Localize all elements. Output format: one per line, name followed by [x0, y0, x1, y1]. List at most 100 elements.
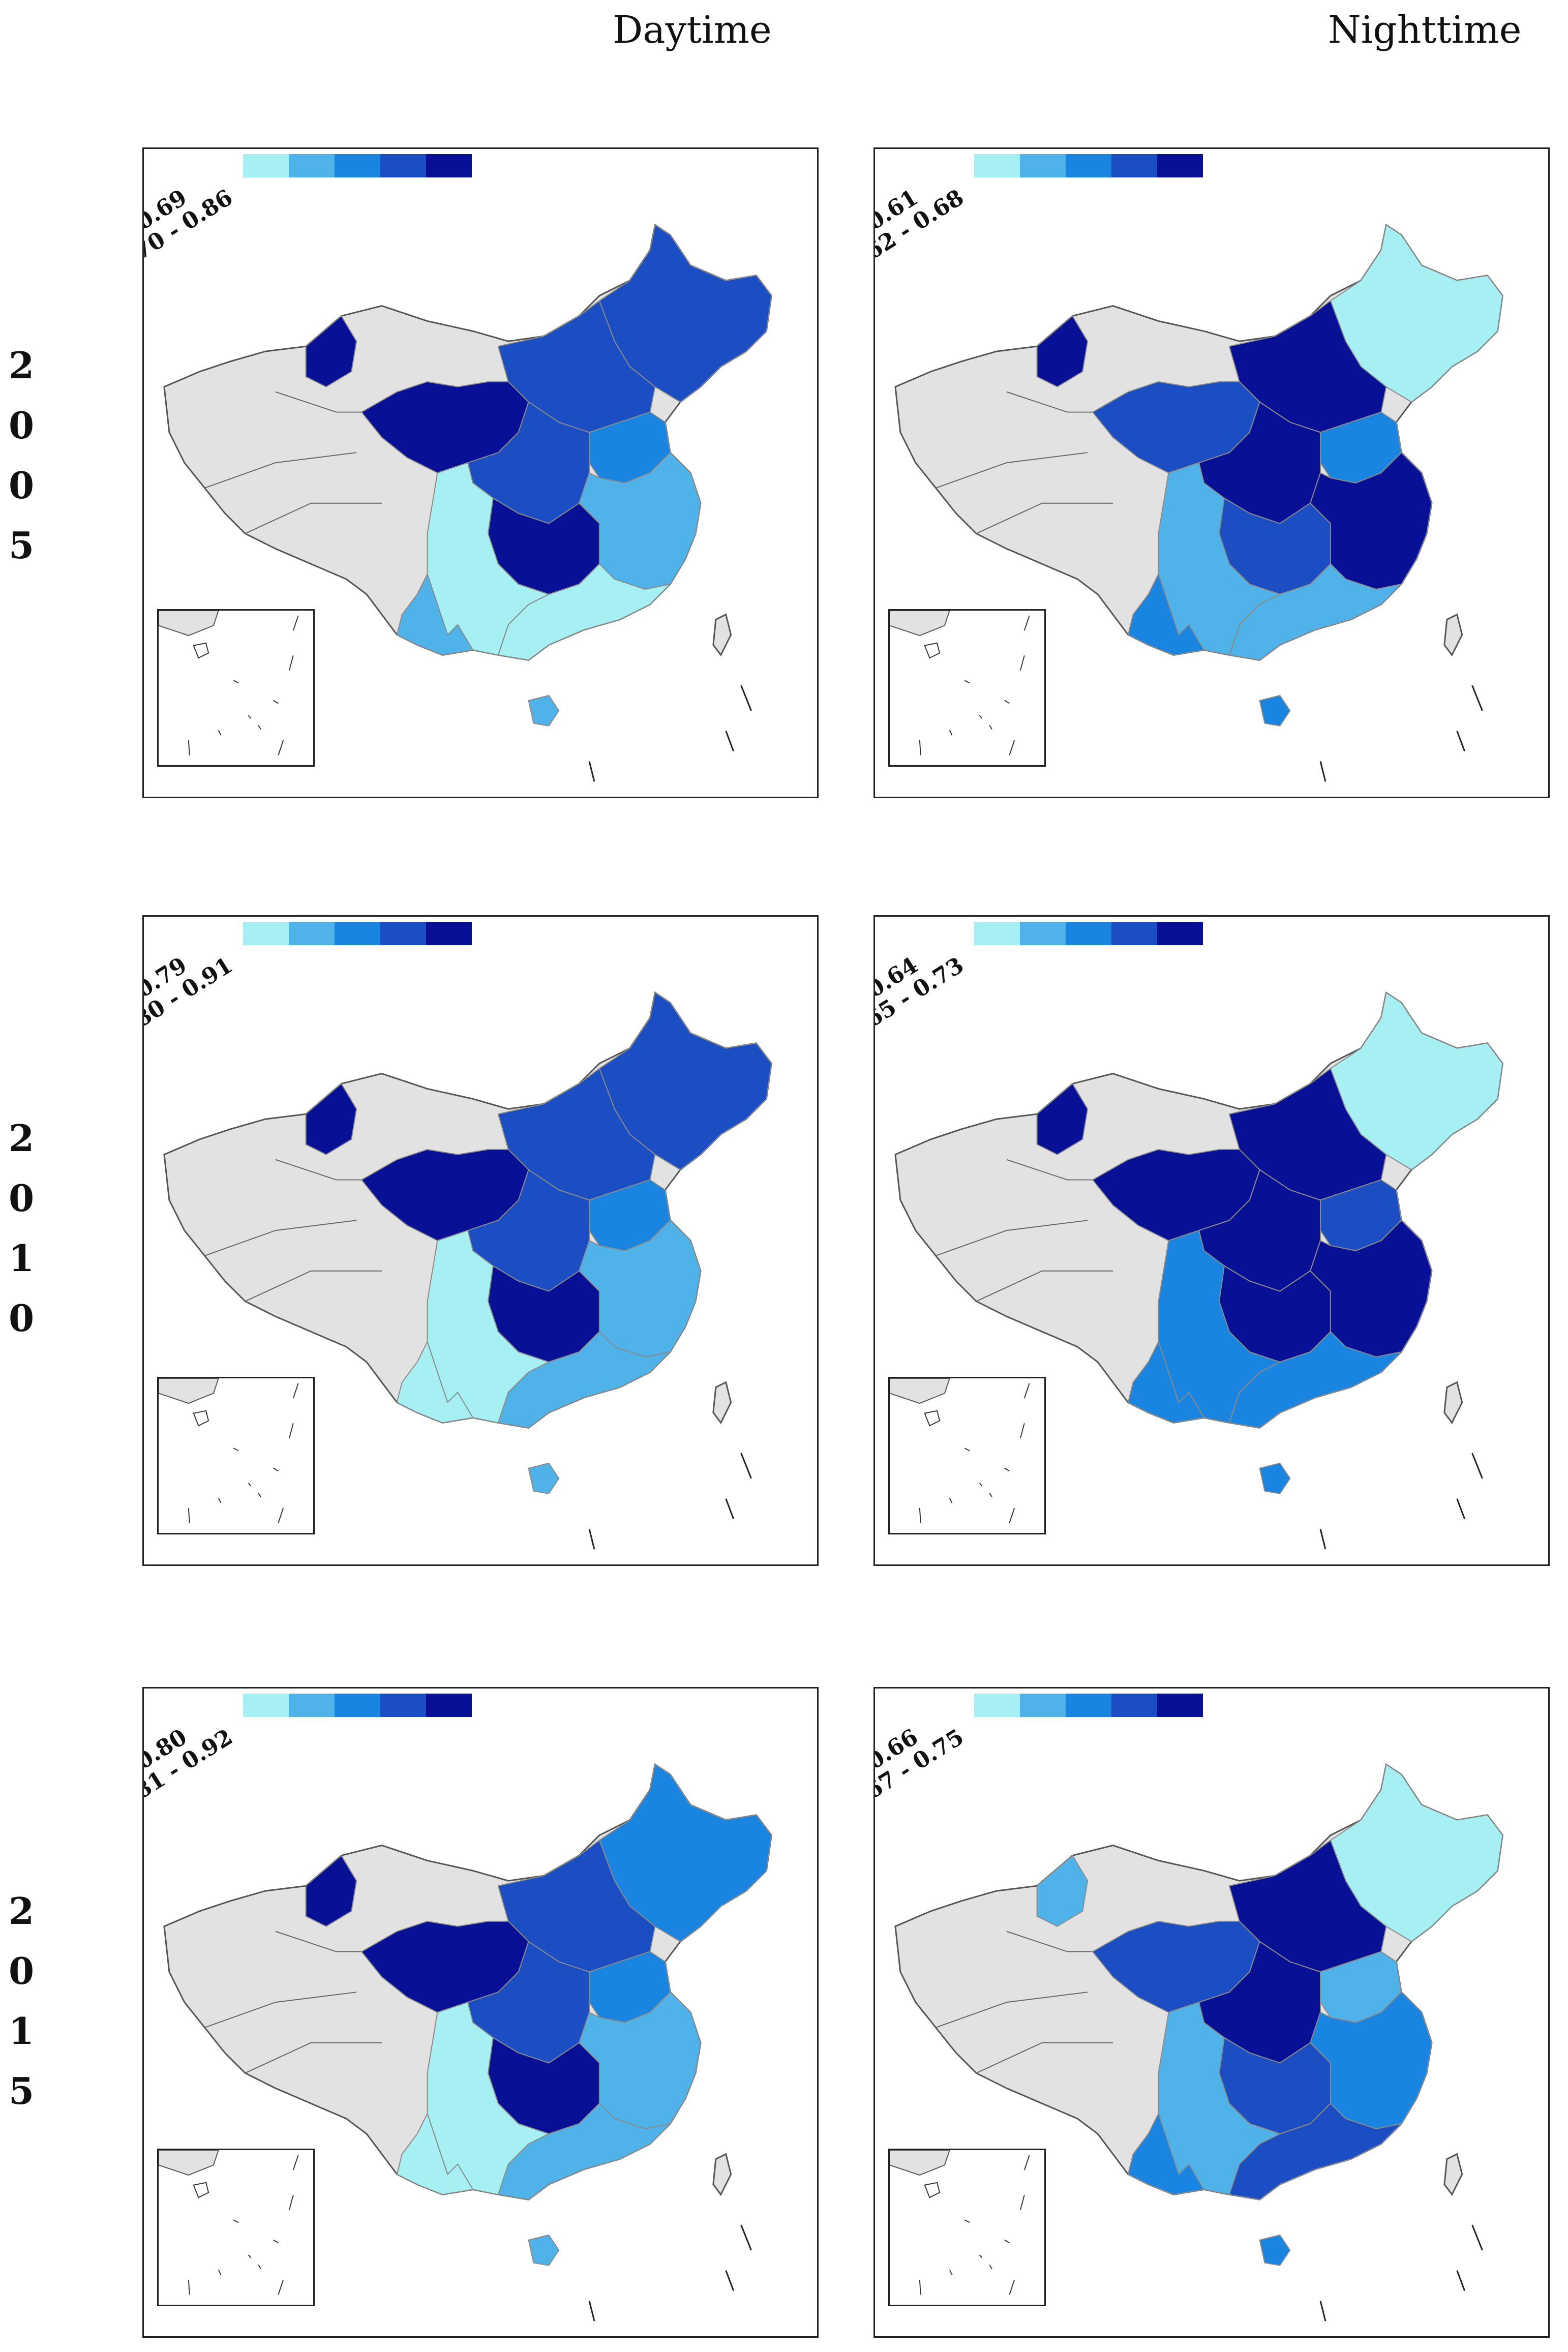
map-region-sw — [427, 2001, 550, 2195]
year-digit: 1 — [8, 1237, 35, 1280]
legend-swatch — [1157, 922, 1203, 945]
china-map — [163, 991, 772, 1550]
map-region-xj — [305, 315, 357, 387]
province-boundary — [204, 1931, 382, 2074]
map-region-sw — [1158, 462, 1281, 656]
map-region-yunnan — [396, 2112, 474, 2195]
column-title-daytime: Daytime — [613, 8, 772, 52]
inset-map — [158, 2150, 299, 2295]
column-title-nighttime: Nighttime — [1328, 8, 1522, 52]
china-map — [163, 1763, 772, 2321]
map-region-taiwan — [712, 2153, 732, 2196]
map-region-sw — [427, 462, 550, 656]
legend-swatch — [1066, 1694, 1111, 1717]
legend-swatch — [974, 154, 1020, 177]
island-markers — [588, 2224, 752, 2321]
map-region-gansu — [360, 1920, 529, 2013]
year-digit: 1 — [8, 2009, 35, 2053]
map-region-sw — [427, 1229, 550, 1424]
legend-swatch — [335, 922, 380, 945]
legend-swatch — [1020, 154, 1066, 177]
map-panel-nighttime-2005: 0.30 - 0.400.41 - 0.490.50 - 0.550.56 - … — [873, 147, 1550, 798]
legend-swatch — [1066, 154, 1111, 177]
china-map — [894, 991, 1503, 1550]
row-label-2015: 2 0 1 5 — [6, 1881, 37, 2121]
map-region-hainan — [1259, 2234, 1291, 2266]
legend-swatch — [1020, 922, 1066, 945]
island-markers — [1319, 1453, 1483, 1550]
inset-map — [889, 610, 1030, 756]
map-region-yunnan — [396, 1340, 474, 1424]
map-region-taiwan — [712, 1381, 732, 1425]
legend-swatch — [1020, 1694, 1066, 1717]
china-map — [894, 223, 1503, 782]
island-markers — [588, 1453, 752, 1550]
map-region-yunnan — [396, 572, 474, 656]
legend-swatch — [426, 922, 472, 945]
map-region-gansu — [360, 1149, 529, 1242]
map-region-hainan — [528, 695, 560, 727]
legend-swatch — [243, 154, 289, 177]
legend-swatch — [974, 1694, 1020, 1717]
map-region-yunnan — [1127, 572, 1205, 656]
province-boundary — [936, 1159, 1113, 1302]
map-panel-daytime-2005: 0.01 - 0.290.30 - 0.420.43 - 0.550.56 - … — [142, 147, 819, 798]
south-china-sea-inset — [888, 2149, 1046, 2306]
province-boundary — [204, 391, 382, 534]
china-map — [894, 1763, 1503, 2321]
province-boundary — [936, 391, 1113, 534]
map-panel-nighttime-2015: 0.27 - 0.420.43 - 0.490.50 - 0.570.58 - … — [873, 1687, 1550, 2338]
map-region-yunnan — [1127, 1340, 1205, 1424]
legend-swatch — [289, 154, 335, 177]
map-region-sw — [1158, 1229, 1281, 1424]
map-region-hainan — [1259, 695, 1291, 727]
map-region-gansu — [360, 381, 529, 474]
map-region-taiwan — [712, 613, 732, 657]
map-region-taiwan — [1443, 2153, 1463, 2196]
legend-swatch — [380, 1694, 426, 1717]
map-region-gansu — [1092, 1920, 1260, 2013]
south-china-sea-inset — [157, 609, 315, 767]
island-markers — [1319, 2224, 1483, 2321]
year-digit: 5 — [8, 524, 35, 567]
map-panel-nighttime-2010: 0.27 - 0.350.36 - 0.460.47 - 0.560.57 - … — [873, 915, 1550, 1566]
map-panel-daytime-2015: 0.24 - 0.410.42 - 0.560.57 - 0.680.69 - … — [142, 1687, 819, 2338]
legend-swatch — [380, 154, 426, 177]
map-region-hainan — [528, 2234, 560, 2266]
map-region-xj — [305, 1082, 357, 1155]
map-region-gansu — [1092, 1149, 1260, 1242]
legend-swatch — [335, 1694, 380, 1717]
south-china-sea-inset — [888, 609, 1046, 767]
map-region-yunnan — [1127, 2112, 1205, 2195]
map-region-hainan — [528, 1462, 560, 1494]
south-china-sea-inset — [157, 1377, 315, 1534]
legend-swatch — [1157, 154, 1203, 177]
legend-swatch — [335, 154, 380, 177]
year-digit: 0 — [8, 1949, 35, 1993]
legend-swatch — [1157, 1694, 1203, 1717]
year-digit: 0 — [8, 1177, 35, 1220]
year-digit: 2 — [8, 1889, 35, 1933]
legend-swatch — [289, 1694, 335, 1717]
year-digit: 0 — [8, 464, 35, 507]
legend-swatch — [243, 1694, 289, 1717]
legend-swatch — [243, 922, 289, 945]
map-region-hainan — [1259, 1462, 1291, 1494]
map-region-xj — [1036, 315, 1089, 387]
map-region-xj — [1036, 1082, 1089, 1155]
inset-map — [889, 1378, 1030, 1523]
province-boundary — [936, 1931, 1113, 2074]
row-label-2010: 2 0 1 0 — [6, 1108, 37, 1348]
island-markers — [1319, 685, 1483, 782]
row-label-2005: 2 0 0 5 — [6, 336, 37, 576]
year-digit: 2 — [8, 344, 35, 387]
year-digit: 0 — [8, 1296, 35, 1340]
china-map — [163, 223, 772, 782]
south-china-sea-inset — [888, 1377, 1046, 1534]
map-region-taiwan — [1443, 613, 1463, 657]
legend-swatch — [1111, 1694, 1157, 1717]
legend-swatch — [289, 922, 335, 945]
inset-map — [889, 2150, 1030, 2295]
map-region-xj — [305, 1854, 357, 1927]
south-china-sea-inset — [157, 2149, 315, 2306]
